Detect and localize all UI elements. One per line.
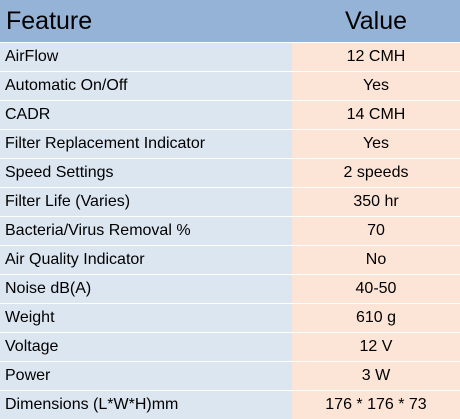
value-cell: 610 g (292, 304, 460, 332)
value-cell: 3 W (292, 362, 460, 390)
feature-cell: Filter Life (Varies) (0, 188, 292, 216)
feature-cell: Filter Replacement Indicator (0, 130, 292, 158)
feature-cell: Speed Settings (0, 159, 292, 187)
value-cell: 2 speeds (292, 159, 460, 187)
value-cell: 176 * 176 * 73 (292, 391, 460, 419)
value-cell: 12 CMH (292, 43, 460, 71)
value-cell: Yes (292, 130, 460, 158)
header-cell: Value (292, 0, 460, 42)
feature-cell: Voltage (0, 333, 292, 361)
feature-cell: Bacteria/Virus Removal % (0, 217, 292, 245)
value-cell: No (292, 246, 460, 274)
feature-cell: Power (0, 362, 292, 390)
value-cell: Yes (292, 72, 460, 100)
feature-cell: CADR (0, 101, 292, 129)
value-cell: 14 CMH (292, 101, 460, 129)
feature-cell: Air Quality Indicator (0, 246, 292, 274)
feature-cell: Weight (0, 304, 292, 332)
feature-cell: Noise dB(A) (0, 275, 292, 303)
value-cell: 350 hr (292, 188, 460, 216)
feature-cell: Dimensions (L*W*H)mm (0, 391, 292, 419)
header-cell: Feature (0, 0, 292, 42)
feature-cell: Automatic On/Off (0, 72, 292, 100)
value-cell: 12 V (292, 333, 460, 361)
value-cell: 40-50 (292, 275, 460, 303)
value-cell: 70 (292, 217, 460, 245)
feature-cell: AirFlow (0, 43, 292, 71)
